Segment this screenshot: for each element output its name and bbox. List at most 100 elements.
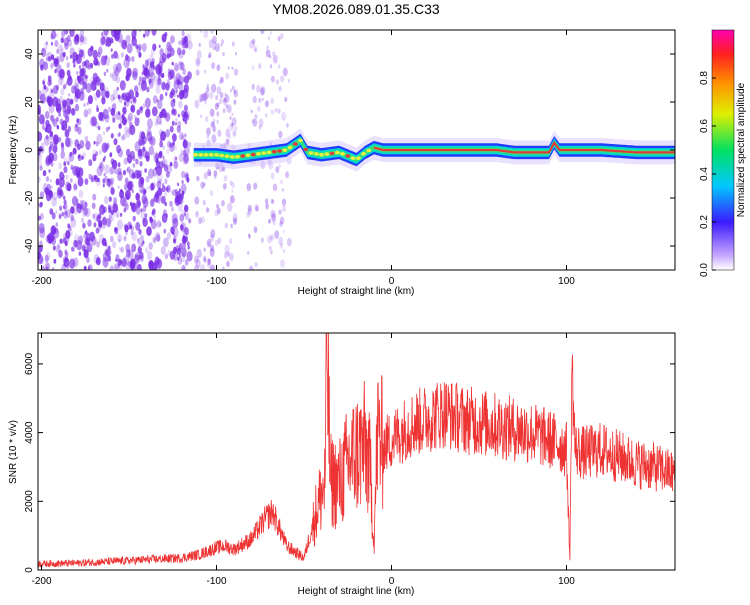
spectrogram-noise-speckle [73,63,76,68]
spectrogram-noise-speckle [131,189,134,193]
spectrogram-noise-speckle [278,236,284,246]
spectrogram-noise-speckle [284,96,288,103]
spectrogram-noise-speckle [118,95,123,104]
spectrogram-noise-speckle [81,155,84,160]
spectrogram-noise-speckle [156,165,163,176]
spectrogram-noise-speckle [159,120,162,126]
spectrogram-noise-speckle [152,95,158,104]
spectrogram-noise-speckle [196,50,202,59]
spectrogram-noise-speckle [210,30,215,34]
spectrogram-noise-speckle [169,161,173,167]
spectrogram-noise-speckle [128,89,134,100]
spectrogram-noise-speckle [182,235,185,240]
spectrogram-noise-speckle [202,92,208,102]
signal-band-blob [340,152,345,156]
spectrogram-noise-speckle [39,165,43,171]
snr-series-line [38,333,675,568]
spectrogram-noise-speckle [171,206,174,212]
spectrogram-noise-speckle [206,238,212,247]
spectrogram-noise-speckle [105,249,111,258]
signal-band-blob [292,142,298,146]
spectrogram-noise-speckle [38,176,41,183]
spectrogram-noise-speckle [84,178,89,186]
spectrogram-noise-speckle [65,56,69,61]
spectrogram-noise-speckle [142,65,149,76]
spectrogram-noise-speckle [81,217,84,223]
spectrogram-noise-speckle [109,152,113,157]
spectrogram-noise-speckle [164,191,168,197]
snr-x-axis-label: Height of straight line (km) [298,586,415,597]
spectrogram-noise-speckle [231,117,237,126]
spectrogram-noise-speckle [177,202,183,212]
spectrogram-noise-speckle [152,151,159,162]
spectrogram-noise-speckle [132,215,136,222]
spectrogram-noise-speckle [165,171,170,178]
spectrogram-noise-speckle [59,205,63,211]
spectrogram-noise-speckle [41,47,47,58]
spectrogram-noise-speckle [81,67,86,76]
spectrogram-noise-speckle [45,57,48,61]
spectrogram-noise-speckle [174,64,180,73]
signal-band-blob [193,153,198,157]
spectrogram-noise-speckle [221,39,225,44]
signal-band-blob [261,151,267,155]
spectrogram-noise-speckle [195,211,199,218]
spectrogram-noise-speckle [76,202,80,209]
spectrogram-noise-speckle [146,250,153,261]
spectrogram-noise-speckle [108,245,111,250]
spectrogram-noise-speckle [52,228,56,235]
spectrogram-noise-speckle [182,68,187,76]
spectrogram-noise-speckle [175,195,180,204]
colorbar-ticks: 0.0 0.2 0.4 0.6 0.8 [699,71,716,277]
spectrogram-noise-speckle [142,217,148,227]
signal-band-blob [235,154,240,159]
spectrogram-noise-speckle [129,121,133,129]
spectrogram-noise-speckle [212,118,216,124]
spectrogram-noise-speckle [41,265,45,270]
spectrogram-noise-speckle [227,66,230,70]
spectrogram-noise-speckle [130,230,134,236]
spectrogram-noise-speckle [102,216,107,226]
spectrogram-noise-speckle [86,75,89,79]
spectrogram-noise-speckle [117,219,123,230]
spectrogram-noise-speckle [200,114,203,119]
spectrogram-noise-speckle [99,161,104,168]
spectrogram-noise-speckle [149,53,154,62]
spectrogram-noise-speckle [56,48,60,55]
spectrogram-noise-speckle [172,141,175,146]
spectrogram-noise-speckle [103,172,106,177]
spectrogram-noise-speckle [44,127,48,133]
spectrogram-noise-speckle [138,51,142,58]
spectrogram-noise-speckle [232,130,237,137]
snr-x-tick-label: 100 [558,576,575,587]
spectrogram-noise-speckle [253,226,258,234]
spectrogram-noise-speckle [140,106,143,111]
spectrogram-noise-speckle [175,72,182,84]
spectrogram-noise-speckle [97,125,101,131]
spectrogram-noise-speckle [270,172,275,180]
spectrogram-noise-speckle [270,234,274,242]
spectrogram-noise-speckle [209,91,214,100]
spectrogram-noise-speckle [217,237,222,244]
spectrogram-noise-speckle [210,83,217,93]
spectrogram-noise-speckle [138,178,144,188]
spectrogram-noise-speckle [108,196,112,202]
spectrogram-noise-speckle [210,244,215,252]
spectrogram-noise-speckle [213,44,216,51]
spectrogram-noise-speckle [117,62,122,71]
spectrogram-noise-speckle [89,231,95,242]
spectrogram-noise-speckle [70,164,74,170]
spectrogram-noise-speckle [248,234,251,239]
spectrogram-noise-speckle [57,107,61,112]
spectrogram-noise-speckle [133,30,137,35]
spectrogram-noise-speckle [226,260,230,267]
spectrogram-noise-speckle [46,235,52,244]
spectrogram-noise-speckle [150,182,155,191]
spectrogram-noise-speckle [64,249,68,255]
spectrogram-noise-speckle [38,131,43,142]
spectrogram-noise-speckle [95,151,99,157]
spectrogram-noise-speckle [52,145,58,154]
spectrogram-noise-speckle [270,250,273,255]
spectrogram-noise-speckle [43,84,47,90]
spectrogram-noise-speckle [109,73,113,78]
